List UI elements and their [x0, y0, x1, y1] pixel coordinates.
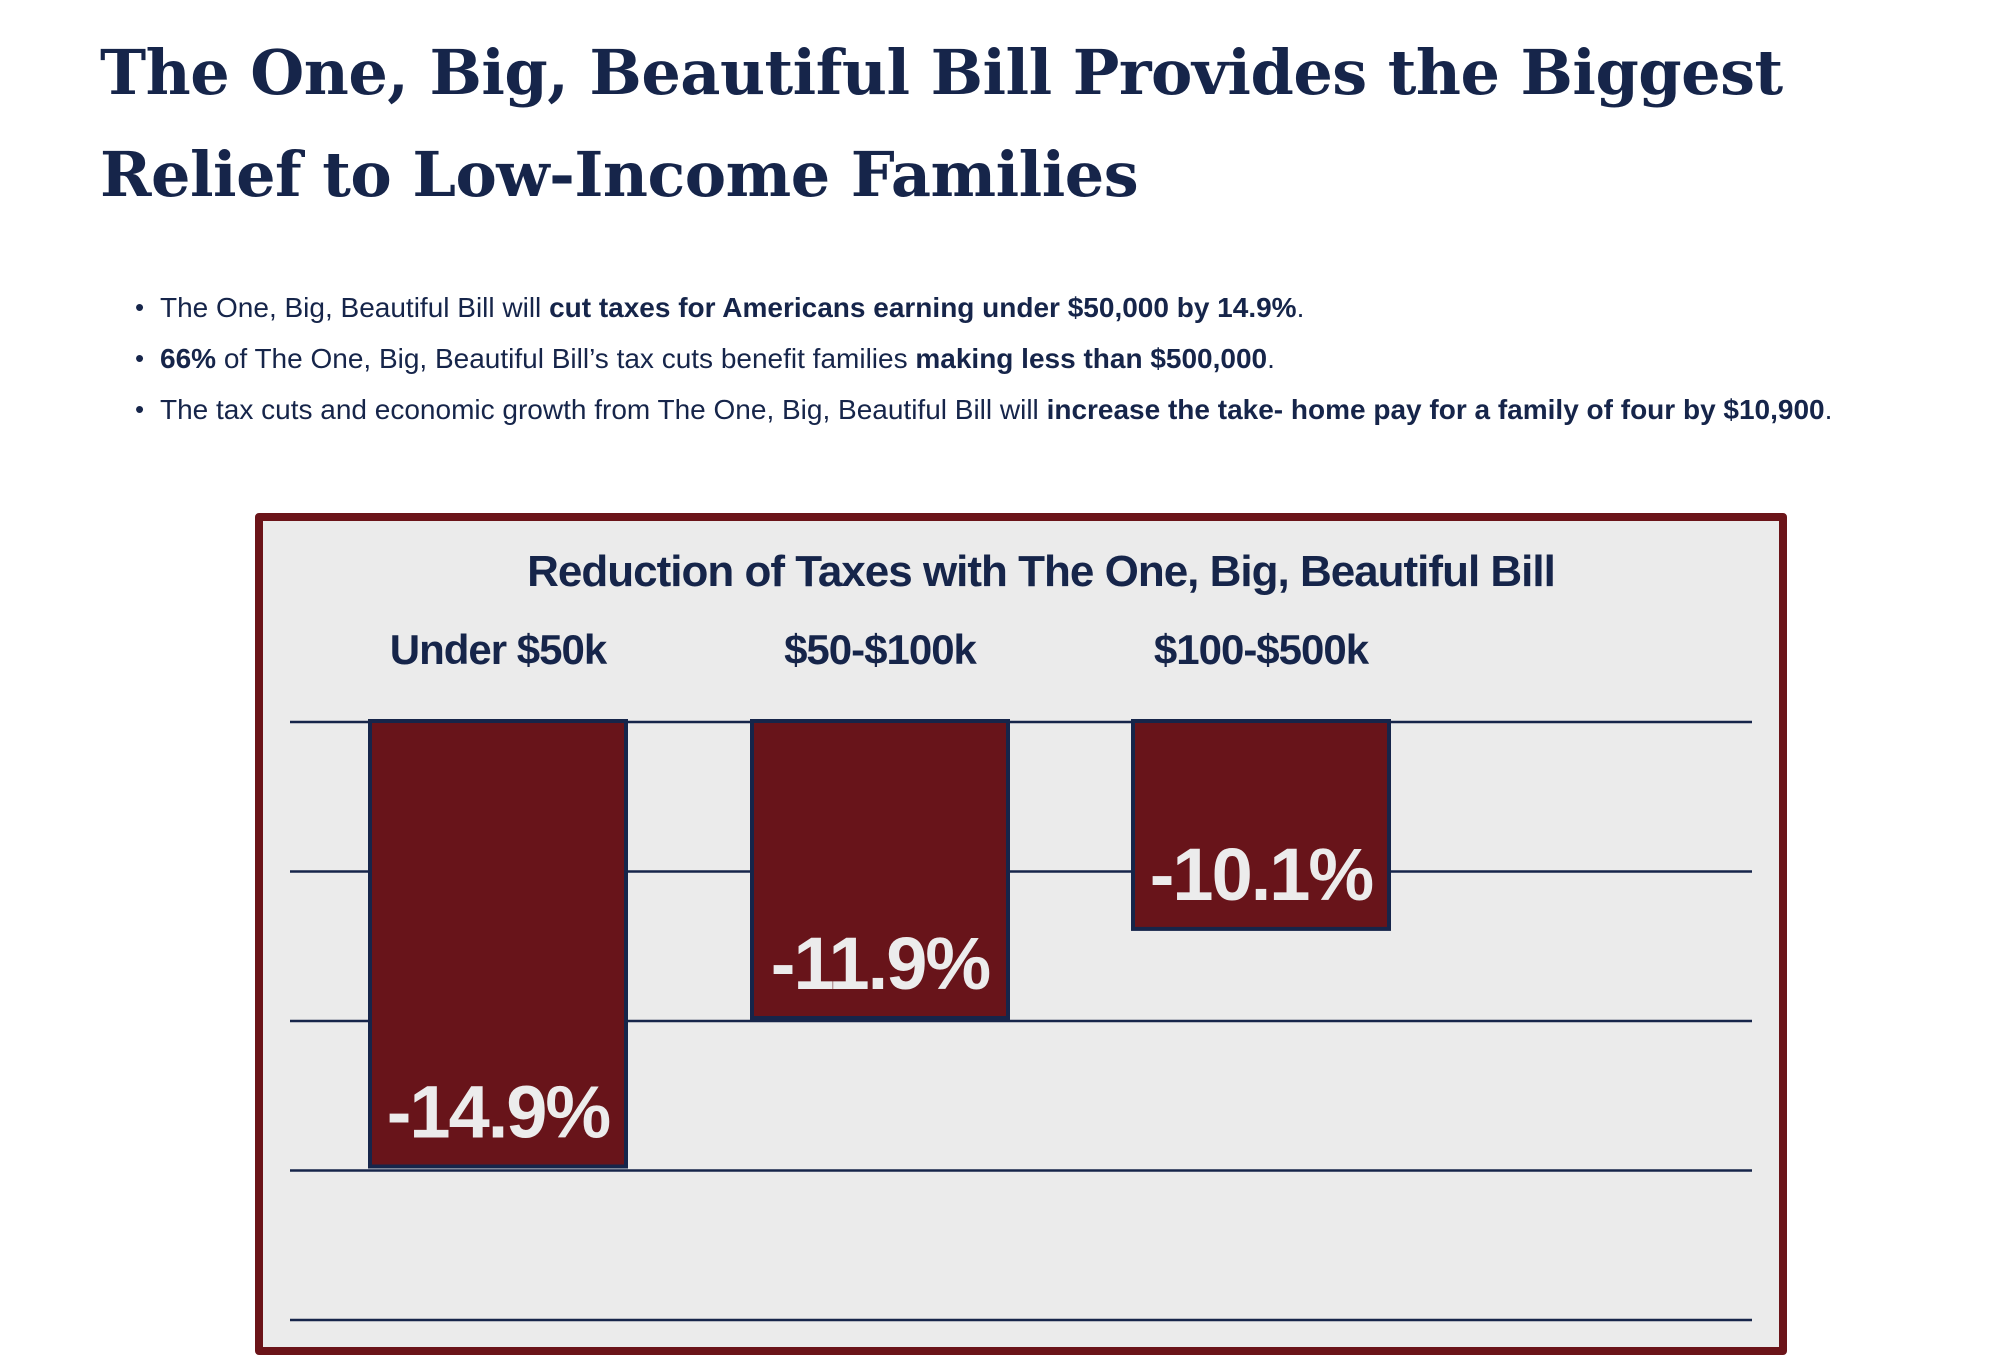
bullet-emphasis: 66% — [160, 343, 217, 374]
chart-title: Reduction of Taxes with The One, Big, Be… — [527, 547, 1555, 596]
bullet-emphasis: making less than $500,000 — [915, 343, 1268, 374]
value-label: -14.9% — [387, 1071, 610, 1154]
bar — [368, 719, 628, 1169]
category-labels: Under $50k $50-$100k $100-$500k — [390, 626, 1371, 673]
page-title: The One, Big, Beautiful Bill Provides th… — [100, 36, 1783, 211]
key-points-list: • The One, Big, Beautiful Bill will cut t… — [135, 282, 1987, 435]
bar — [750, 719, 1010, 1020]
chart-frame: Reduction of Taxes with The One, Big, Be… — [255, 513, 1787, 1355]
category-label: $50-$100k — [784, 626, 977, 673]
bullet-dot-icon: • — [135, 394, 145, 424]
value-label: -10.1% — [1150, 833, 1373, 916]
bullet-item: • 66% of The One, Big, Beautiful Bill’s t… — [135, 333, 1987, 384]
bullet-text: The One, Big, Beautiful Bill will — [160, 292, 550, 323]
value-labels: -14.9% -11.9% -10.1% — [387, 833, 1375, 1154]
category-label: $100-$500k — [1154, 626, 1370, 673]
bullet-text: . — [1267, 343, 1275, 374]
bullet-text: of The One, Big, Beautiful Bill’s tax cu… — [216, 343, 916, 374]
bullet-text: The tax cuts and economic growth from Th… — [160, 394, 1047, 425]
bullet-emphasis: cut taxes for Americans earning under $5… — [549, 292, 1297, 323]
bullet-text: . — [1296, 292, 1305, 323]
bullet-text: . — [1824, 394, 1833, 425]
bar — [1131, 719, 1391, 931]
bullet-item: • The One, Big, Beautiful Bill will cut t… — [135, 282, 1987, 333]
bullet-item: • The tax cuts and economic growth from T… — [135, 384, 1987, 435]
bullet-dot-icon: • — [135, 292, 145, 322]
bars — [368, 719, 1391, 1169]
tax-reduction-chart: Reduction of Taxes with The One, Big, Be… — [290, 547, 1752, 1322]
bullet-dot-icon: • — [135, 343, 145, 373]
bullet-emphasis: increase the take- home pay for a family… — [1046, 394, 1825, 425]
value-label: -11.9% — [771, 922, 990, 1005]
category-label: Under $50k — [390, 626, 608, 673]
